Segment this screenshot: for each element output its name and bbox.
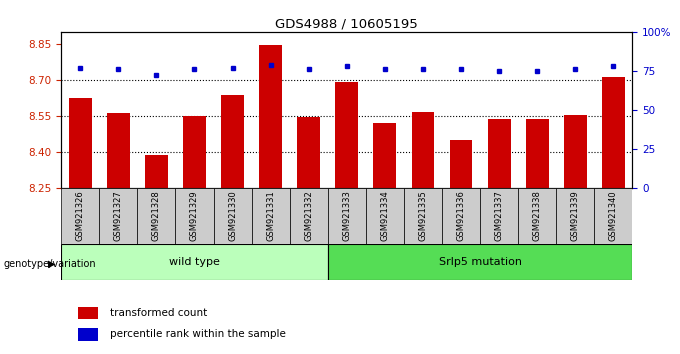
Text: GSM921332: GSM921332 [304,190,313,241]
Bar [518,188,556,244]
Text: GSM921326: GSM921326 [75,190,85,241]
Bar [78,328,99,341]
Title: GDS4988 / 10605195: GDS4988 / 10605195 [275,18,418,31]
Bar [290,188,328,244]
Text: genotype/variation: genotype/variation [3,259,96,269]
Bar [328,244,632,280]
Text: GSM921333: GSM921333 [342,190,352,241]
Bar [99,188,137,244]
Bar [297,117,320,188]
Bar [564,115,587,188]
Text: GSM921327: GSM921327 [114,190,123,241]
Bar [366,188,404,244]
Bar [252,188,290,244]
Text: GSM921335: GSM921335 [418,190,428,241]
Bar [107,113,130,188]
Bar [594,188,632,244]
Text: GSM921331: GSM921331 [266,190,275,241]
Text: transformed count: transformed count [109,308,207,318]
Bar [411,112,435,188]
Bar [183,116,206,188]
Bar [480,188,518,244]
Text: GSM921330: GSM921330 [228,190,237,241]
Bar [61,244,328,280]
Bar [602,78,625,188]
Bar [328,188,366,244]
Text: ▶: ▶ [48,259,56,269]
Bar [442,188,480,244]
Bar [78,307,99,319]
Bar [221,95,244,188]
Text: GSM921340: GSM921340 [609,190,618,241]
Bar [449,140,473,188]
Bar [526,119,549,188]
Bar [137,188,175,244]
Text: wild type: wild type [169,257,220,267]
Bar [214,188,252,244]
Bar [175,188,214,244]
Text: percentile rank within the sample: percentile rank within the sample [109,329,286,339]
Text: GSM921328: GSM921328 [152,190,161,241]
Bar [373,123,396,188]
Text: GSM921337: GSM921337 [494,190,504,241]
Bar [259,45,282,188]
Bar [69,98,92,188]
Text: Srlp5 mutation: Srlp5 mutation [439,257,522,267]
Text: GSM921338: GSM921338 [532,190,542,241]
Text: GSM921336: GSM921336 [456,190,466,241]
Bar [488,119,511,188]
Bar [145,155,168,188]
Text: GSM921329: GSM921329 [190,190,199,241]
Bar [404,188,442,244]
Bar [335,82,358,188]
Bar [61,188,99,244]
Text: GSM921334: GSM921334 [380,190,390,241]
Bar [556,188,594,244]
Text: GSM921339: GSM921339 [571,190,580,241]
